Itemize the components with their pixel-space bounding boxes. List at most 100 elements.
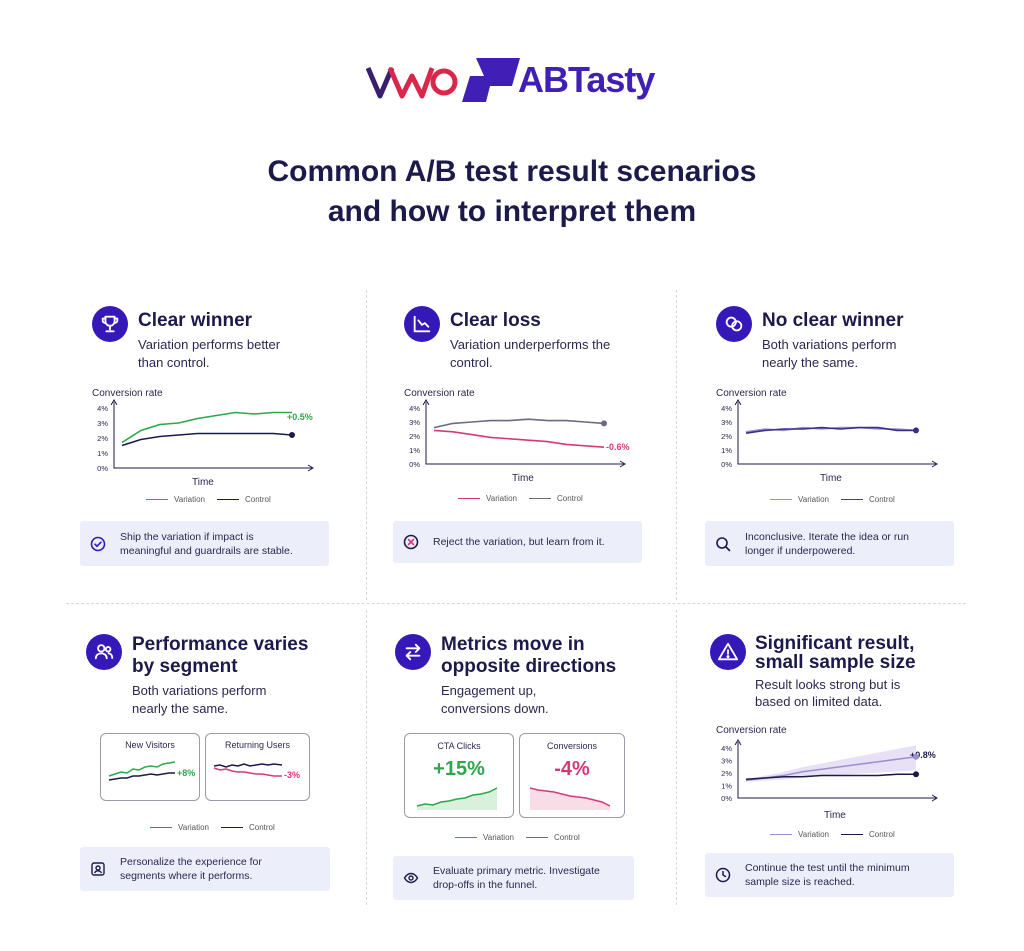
arrows-swap-icon: [395, 634, 431, 670]
area-fill: [530, 788, 610, 810]
chart-title: Conversion rate: [92, 388, 163, 399]
x-circle-icon: [403, 534, 419, 550]
delta-label: -0.6%: [606, 442, 630, 452]
chart-legend: Variation Control: [150, 823, 287, 832]
card-title: by segment: [132, 656, 238, 677]
card-title: No clear winner: [762, 310, 904, 331]
legend-variation: Variation: [486, 494, 517, 503]
y-tick-label: 1%: [409, 446, 420, 455]
confidence-band: [746, 745, 916, 782]
card-title: small sample size: [755, 652, 916, 673]
legend-variation: Variation: [798, 495, 829, 504]
card-subtitle: conversions down.: [441, 701, 549, 716]
grid-divider: [676, 290, 677, 600]
y-tick-label: 4%: [721, 744, 732, 753]
conversion-rate-chart: Conversion rate Time +0.8% 0% 1% 2% 3% 4%: [716, 725, 938, 821]
control-line: [213, 763, 283, 768]
x-axis-arrow: [931, 460, 938, 468]
metric-sparkline: [416, 787, 498, 810]
segment-delta: +8%: [177, 768, 195, 778]
series-line-control: [433, 418, 605, 429]
legend-variation: Variation: [483, 833, 514, 842]
legend-control: Control: [248, 823, 275, 832]
segment-delta: -3%: [284, 770, 300, 780]
chart-legend: Variation Control: [146, 495, 283, 504]
y-tick-label: 2%: [721, 432, 732, 441]
y-tick-label: 2%: [409, 432, 420, 441]
y-tick-label: 0%: [721, 794, 732, 803]
y-tick-label: 0%: [721, 460, 732, 469]
segment-label: Returning Users: [224, 740, 291, 750]
y-tick-label: 4%: [97, 404, 108, 413]
y-tick-label: 0%: [97, 464, 108, 473]
segment-sparkline: +8%: [108, 761, 195, 781]
y-tick-label: 1%: [97, 449, 108, 458]
card-title: Clear winner: [138, 310, 253, 331]
note-line: segments where it performs.: [120, 870, 253, 882]
segment-card-new-visitors: New Visitors +8%: [100, 733, 200, 801]
metric-label: Conversions: [546, 741, 598, 751]
chart-axes: [737, 742, 936, 799]
y-tick-label: 2%: [97, 434, 108, 443]
delta-label: +0.5%: [287, 412, 313, 422]
warning-icon: [710, 634, 746, 670]
note-line: Ship the variation if impact is: [120, 530, 254, 543]
abtasty-mark-icon: [462, 58, 520, 102]
card-subtitle: nearly the same.: [132, 701, 229, 716]
series-line-control: [745, 773, 916, 781]
note-line: Inconclusive. Iterate the idea or run: [745, 530, 910, 543]
y-tick-label: 4%: [409, 404, 420, 413]
conversion-rate-chart: Conversion rate Time -0.6% 0% 1% 2% 3% 4%: [404, 388, 630, 484]
grid-divider: [66, 603, 966, 604]
variation-line: [213, 767, 282, 777]
chart-legend: Variation Control: [455, 833, 592, 842]
legend-variation: Variation: [178, 823, 209, 832]
note-line: meaningful and guardrails are stable.: [120, 544, 293, 557]
y-tick-label: 1%: [721, 782, 732, 791]
overlap-circles-icon: [716, 306, 752, 342]
metric-card-cta-clicks: CTA Clicks +15%: [404, 733, 514, 818]
y-tick-label: 0%: [409, 460, 420, 469]
card-subtitle: Both variations perform: [132, 683, 267, 698]
card-subtitle: control.: [450, 355, 493, 370]
y-tick-label: 1%: [721, 446, 732, 455]
users-icon: [86, 634, 122, 670]
note-line: drop-offs in the funnel.: [433, 879, 538, 891]
y-tick-label: 3%: [97, 419, 108, 428]
x-axis-label: Time: [824, 810, 846, 821]
x-axis-arrow: [307, 464, 314, 472]
series-end-point: [913, 427, 920, 434]
card-subtitle: Variation performs better: [138, 337, 281, 352]
x-axis-label: Time: [820, 473, 842, 484]
conversion-rate-chart: Conversion rate Time 0% 1% 2% 3% 4%: [716, 388, 938, 484]
grid-divider: [366, 610, 367, 905]
note-line: longer if underpowered.: [745, 544, 856, 557]
metric-label: CTA Clicks: [437, 741, 481, 751]
chart-title: Conversion rate: [716, 725, 787, 736]
segment-card-returning-users: Returning Users -3%: [205, 733, 310, 801]
y-axis-arrow: [734, 739, 742, 746]
card-subtitle: nearly the same.: [762, 355, 859, 370]
grid-divider: [366, 290, 367, 600]
chart-axes: [737, 402, 936, 465]
recommendation-note: Continue the test until the minimum samp…: [705, 853, 954, 897]
series-line-variation: [433, 429, 605, 448]
series-line-control: [121, 432, 293, 447]
card-title: Performance varies: [132, 634, 309, 655]
grid-divider: [676, 610, 677, 905]
chart-legend: Variation Control: [770, 495, 907, 504]
page-title-line-1: Common A/B test result scenarios: [267, 155, 757, 188]
delta-label: +0.8%: [910, 750, 936, 760]
chart-title: Conversion rate: [404, 388, 475, 399]
control-line: [108, 772, 175, 781]
metric-value: -4%: [554, 758, 590, 780]
y-tick-label: 3%: [721, 757, 732, 766]
chart-axes: [425, 402, 624, 465]
segment-sparkline: -3%: [213, 763, 300, 780]
vwo-logo: [366, 67, 458, 99]
card-title: Clear loss: [450, 310, 541, 331]
card-subtitle: based on limited data.: [755, 694, 883, 709]
series-end-point: [913, 771, 920, 778]
card-subtitle: Both variations perform: [762, 337, 897, 352]
eye-icon: [403, 872, 419, 884]
